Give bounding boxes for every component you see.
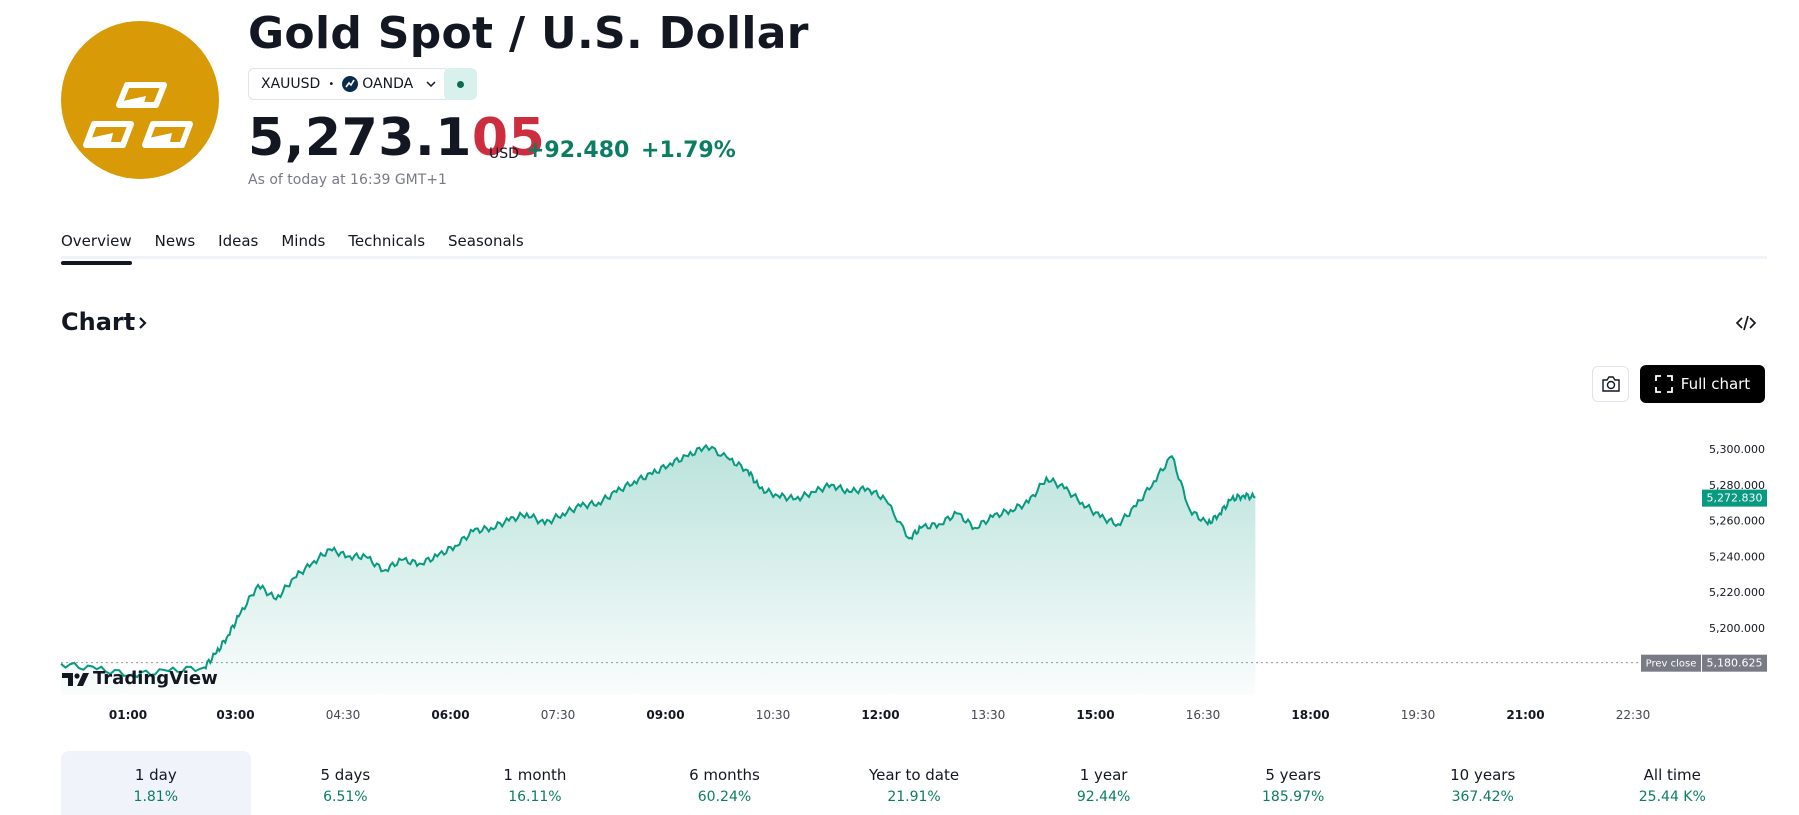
period-value: 6.51% <box>323 789 368 805</box>
snapshot-button[interactable] <box>1592 366 1629 402</box>
x-tick-label: 07:30 <box>541 708 576 722</box>
period-1-day[interactable]: 1 day 1.81% <box>61 751 251 815</box>
camera-icon <box>1601 376 1620 392</box>
price-main: 5,273.1 <box>248 108 472 168</box>
x-tick-label: 22:30 <box>1616 708 1651 722</box>
period-value: 1.81% <box>133 789 179 805</box>
symbol-selector[interactable]: XAUUSD • OANDA <box>248 68 451 100</box>
period-label: 1 year <box>1079 766 1128 784</box>
chevron-down-icon <box>426 81 436 88</box>
change-percent: +1.79% <box>641 138 736 163</box>
full-chart-label: Full chart <box>1680 375 1751 393</box>
separator-dot: • <box>328 78 335 90</box>
period-label: 10 years <box>1450 766 1516 784</box>
market-status-badge[interactable] <box>444 68 477 100</box>
period-label: 1 day <box>134 766 177 784</box>
performance-periods: 1 day 1.81% 5 days 6.51% 1 month 16.11% 6 m… <box>61 751 1767 815</box>
x-tick-label: 13:30 <box>971 708 1006 722</box>
symbol-logo <box>61 21 219 179</box>
period-label: 6 months <box>689 766 760 784</box>
exchange-name: OANDA <box>362 76 414 92</box>
price-tail: 05 <box>471 108 546 168</box>
price-change: +92.480 +1.79% <box>526 138 736 163</box>
period-label: 1 month <box>503 766 567 784</box>
gold-bars-icon <box>83 82 193 148</box>
y-tick-label: 5,200.000 <box>1709 622 1765 635</box>
x-tick-label: 06:00 <box>431 708 469 722</box>
period-value: 92.44% <box>1076 789 1131 805</box>
period-label: 5 days <box>320 766 371 784</box>
price-line <box>60 443 1256 679</box>
x-tick-label: 10:30 <box>756 708 791 722</box>
y-tick-label: 5,260.000 <box>1709 515 1765 528</box>
x-tick-label: 12:00 <box>861 708 899 722</box>
prev-close-tag <box>1641 654 1701 672</box>
prev-close-value: 5,180.625 <box>1707 657 1763 670</box>
fullscreen-icon <box>1654 375 1673 393</box>
tabs-divider <box>61 256 1767 259</box>
y-tick-label: 5,220.000 <box>1709 586 1765 599</box>
current-price-label: 5,272.830 <box>1707 492 1763 505</box>
period-5-days[interactable]: 5 days 6.51% <box>251 751 441 815</box>
tab-seasonals[interactable]: Seasonals <box>448 232 524 250</box>
chevron-right-icon <box>139 317 147 329</box>
price-timestamp: As of today at 16:39 GMT+1 <box>248 172 447 188</box>
y-tick-label: 5,240.000 <box>1709 550 1765 563</box>
period-value: 21.91% <box>887 789 941 805</box>
period-1-year[interactable]: 1 year 92.44% <box>1009 751 1199 815</box>
period-value: 16.11% <box>508 789 562 805</box>
price-currency: USD <box>489 146 519 162</box>
period-value: 25.44 K% <box>1638 789 1706 805</box>
y-tick-label: 5,300.000 <box>1709 443 1765 456</box>
period-all-time[interactable]: All time 25.44 K% <box>1578 751 1768 815</box>
x-tick-label: 04:30 <box>326 708 361 722</box>
market-open-dot-icon <box>457 80 464 88</box>
x-tick-label: 19:30 <box>1401 708 1436 722</box>
prev-close-value-tag <box>1702 654 1767 672</box>
period-5-years[interactable]: 5 years 185.97% <box>1198 751 1388 815</box>
period-value: 185.97% <box>1262 789 1325 805</box>
full-chart-button[interactable]: Full chart <box>1640 365 1765 403</box>
x-tick-label: 01:00 <box>109 708 147 722</box>
period-6-months[interactable]: 6 months 60.24% <box>630 751 820 815</box>
period-label: All time <box>1643 766 1701 784</box>
last-price: 5,273.105 <box>248 108 545 168</box>
tab-ideas[interactable]: Ideas <box>218 232 259 250</box>
period-value: 60.24% <box>697 789 752 805</box>
y-tick-label: 5,280.000 <box>1709 479 1765 492</box>
tab-overview[interactable]: Overview <box>61 232 132 265</box>
tab-technicals[interactable]: Technicals <box>348 232 426 250</box>
x-tick-label: 09:00 <box>646 708 684 722</box>
exchange-icon <box>342 76 359 92</box>
period-value: 367.42% <box>1451 789 1514 805</box>
x-tick-label: 15:00 <box>1076 708 1114 722</box>
period-1-month[interactable]: 1 month 16.11% <box>440 751 630 815</box>
page-title: Gold Spot / U.S. Dollar <box>248 8 809 59</box>
chart-heading-label: Chart <box>61 308 136 336</box>
period-label: Year to date <box>868 766 960 784</box>
tab-news[interactable]: News <box>154 232 196 250</box>
tab-minds[interactable]: Minds <box>281 232 326 250</box>
x-tick-label: 18:00 <box>1291 708 1329 722</box>
x-tick-label: 03:00 <box>216 708 254 722</box>
price-area <box>61 445 1256 695</box>
x-tick-label: 21:00 <box>1506 708 1544 722</box>
symbol-ticker: XAUUSD <box>261 76 321 92</box>
tradingview-wordmark: TradingView <box>93 668 218 689</box>
period-ytd[interactable]: Year to date 21.91% <box>819 751 1009 815</box>
period-label: 5 years <box>1265 766 1321 784</box>
symbol-tabs: Overview News Ideas Minds Technicals Sea… <box>61 232 524 265</box>
x-tick-label: 16:30 <box>1186 708 1221 722</box>
tradingview-icon <box>62 672 89 686</box>
change-absolute: +92.480 <box>526 138 630 163</box>
tradingview-logo[interactable]: TradingView <box>62 668 218 689</box>
prev-close-label: Prev close <box>1646 659 1697 670</box>
current-price-tag <box>1702 489 1767 507</box>
period-10-years[interactable]: 10 years 367.42% <box>1388 751 1578 815</box>
embed-code-icon[interactable] <box>1735 312 1757 334</box>
chart-section-link[interactable]: Chart <box>61 308 149 336</box>
